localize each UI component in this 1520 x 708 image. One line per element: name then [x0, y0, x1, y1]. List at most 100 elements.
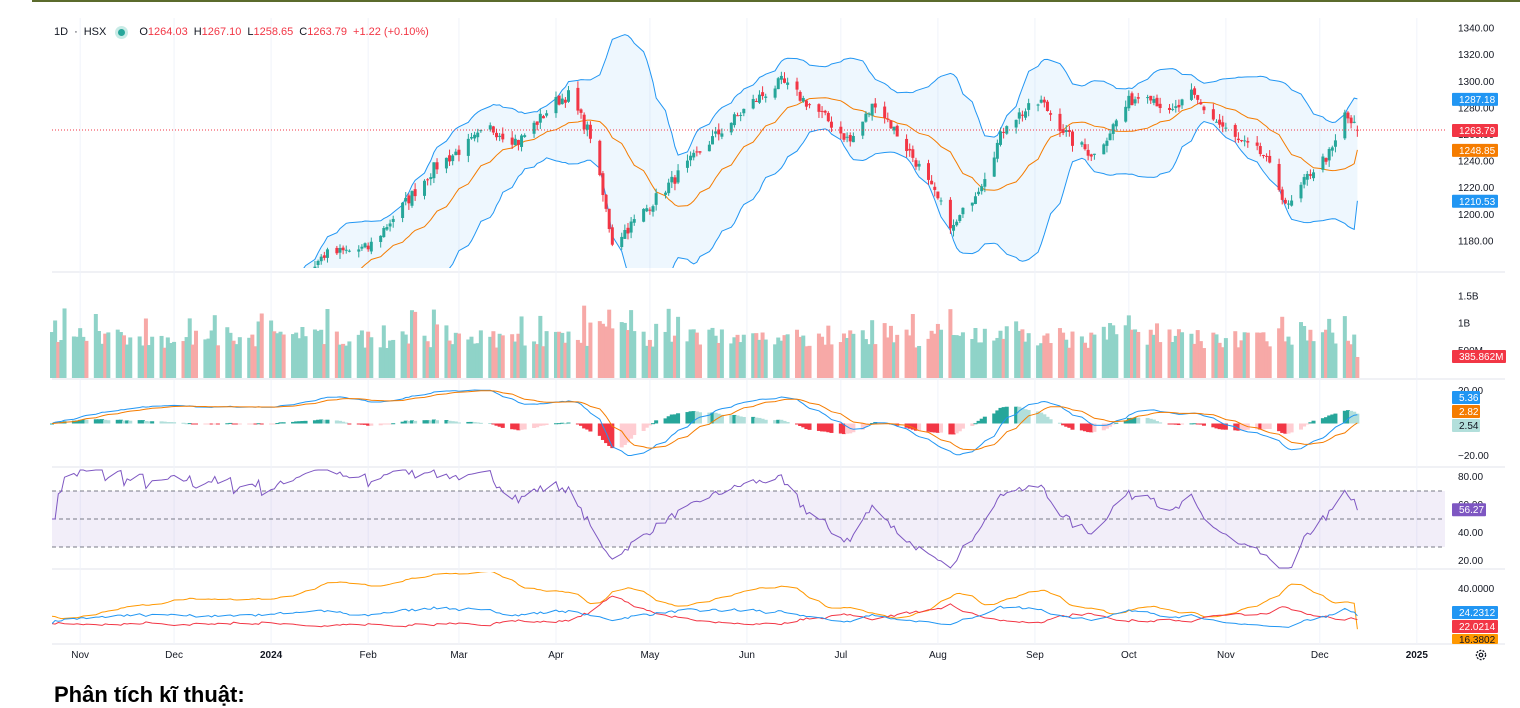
- macd-histogram-bar: [1330, 414, 1335, 424]
- legend-low: L1258.65: [247, 26, 294, 38]
- macd-histogram-bar: [697, 412, 702, 424]
- volume-bar: [1048, 343, 1053, 378]
- candle-body: [952, 224, 956, 231]
- macd-histogram-bar: [359, 423, 364, 425]
- macd-histogram-bar: [1036, 411, 1041, 424]
- settings-gear-icon[interactable]: [1474, 648, 1488, 662]
- volume-bar: [303, 336, 308, 378]
- volume-bar: [738, 342, 743, 378]
- candle-body: [498, 135, 502, 137]
- macd-histogram-bar: [1123, 420, 1128, 424]
- candle-body: [516, 139, 520, 145]
- volume-bar: [1261, 332, 1266, 378]
- macd-histogram-bar: [625, 423, 630, 443]
- volume-bar: [1258, 332, 1263, 378]
- macd-histogram-bar: [215, 423, 220, 425]
- volume-bar: [1155, 323, 1160, 378]
- volume-bar: [413, 311, 418, 378]
- legend-interval[interactable]: 1D: [54, 26, 69, 38]
- macd-histogram-bar: [1057, 422, 1062, 424]
- volume-bar: [250, 334, 255, 378]
- candle-body: [1158, 103, 1162, 109]
- volume-bar: [929, 330, 934, 378]
- candle-body: [1196, 95, 1200, 100]
- candle-body: [1343, 112, 1347, 139]
- macd-histogram-bar: [409, 420, 414, 424]
- macd-histogram-bar: [444, 420, 449, 424]
- price-axis-tick: 1240.00: [1458, 157, 1495, 168]
- macd-histogram-bar: [644, 423, 649, 428]
- volume-bar: [381, 325, 386, 378]
- candle-body: [610, 227, 614, 245]
- candle-body: [933, 186, 937, 190]
- macd-histogram-bar: [979, 418, 984, 424]
- candle-body: [563, 99, 567, 103]
- macd-histogram-bar: [1189, 423, 1194, 425]
- macd-histogram-bar: [585, 423, 590, 430]
- candle-body: [1174, 106, 1178, 108]
- rsi-axis-tick: 40.00: [1458, 528, 1483, 539]
- macd-histogram-bar: [1242, 423, 1247, 431]
- macd-histogram-bar: [1277, 423, 1282, 432]
- macd-histogram-bar: [513, 423, 518, 430]
- macd-histogram-bar: [1195, 423, 1200, 425]
- legend-exchange[interactable]: HSX: [83, 26, 107, 38]
- volume-bar: [96, 330, 101, 378]
- candle-body: [1199, 102, 1203, 105]
- volume-bar: [954, 335, 959, 378]
- candle-body: [444, 157, 448, 169]
- volume-bar: [184, 337, 189, 378]
- adx-badge: 16.3802: [1459, 635, 1496, 646]
- volume-bar: [1111, 325, 1116, 378]
- volume-bar: [885, 337, 890, 378]
- volume-bar: [751, 333, 756, 378]
- candle-body: [826, 112, 830, 122]
- volume-bar: [904, 329, 909, 378]
- macd-histogram-bar: [1302, 423, 1307, 427]
- volume-bar: [910, 314, 915, 378]
- macd-histogram-bar: [428, 420, 433, 424]
- candle-body: [623, 229, 627, 239]
- volume-bar: [838, 342, 843, 378]
- volume-bar: [190, 344, 195, 378]
- volume-bar: [75, 336, 80, 378]
- volume-bar: [269, 320, 274, 378]
- volume-bar: [663, 331, 668, 378]
- macd-histogram-bar: [150, 421, 155, 424]
- volume-bar: [1070, 331, 1075, 378]
- volume-bar: [992, 340, 997, 378]
- macd-histogram-bar: [456, 422, 461, 424]
- macd-histogram-bar: [557, 423, 562, 425]
- macd-histogram-bar: [1067, 423, 1072, 428]
- volume-bar: [863, 339, 868, 378]
- volume-bar: [1330, 332, 1335, 378]
- macd-histogram-bar: [666, 416, 671, 424]
- candle-body: [1346, 112, 1350, 119]
- volume-bar: [522, 345, 527, 378]
- macd-histogram-bar: [829, 423, 834, 433]
- volume-bar: [237, 337, 242, 378]
- candle-body: [1214, 121, 1218, 123]
- candle-body: [448, 155, 452, 162]
- macd-histogram-bar: [544, 423, 549, 425]
- volume-bar: [391, 339, 396, 378]
- macd-histogram-bar: [998, 407, 1003, 424]
- candle-body: [1089, 154, 1093, 157]
- macd-histogram-bar: [851, 423, 856, 433]
- volume-bar: [1014, 321, 1019, 378]
- macd-histogram-bar: [600, 423, 605, 440]
- volume-bar: [431, 309, 436, 378]
- candle-body: [238, 323, 241, 326]
- candle-body: [248, 320, 251, 322]
- volume-bar: [425, 341, 430, 378]
- candle-body: [926, 163, 930, 180]
- candle-body: [930, 180, 934, 185]
- volume-bar: [807, 345, 812, 378]
- macd-histogram-bar: [760, 418, 765, 424]
- macd-histogram-bar: [926, 423, 931, 432]
- macd-histogram-bar: [1211, 423, 1216, 428]
- volume-bar: [344, 345, 349, 378]
- candle-body: [97, 391, 100, 392]
- candle-body: [848, 135, 852, 142]
